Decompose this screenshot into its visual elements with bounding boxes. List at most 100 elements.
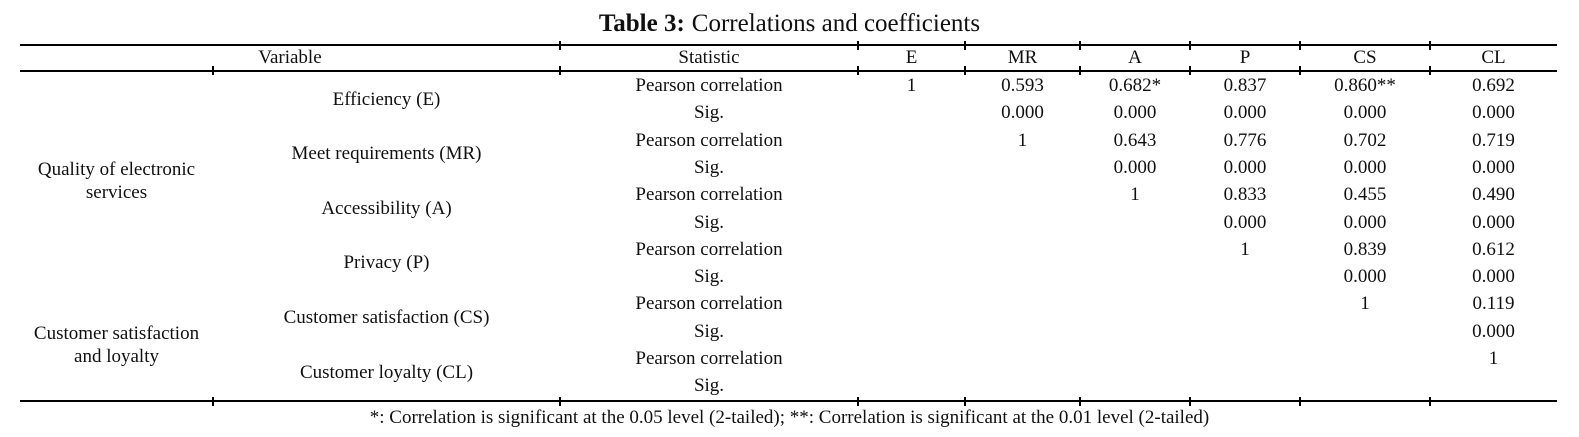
value-cell	[1080, 372, 1190, 401]
column-divider-tick	[559, 41, 561, 50]
value-cell: 0.000	[1343, 102, 1387, 124]
value-cell	[1430, 372, 1557, 401]
column-divider-tick	[857, 41, 859, 50]
header-variable: Variable	[258, 47, 322, 69]
value-cell: 0.000	[1472, 156, 1515, 178]
table-body: Quality of electronic services Efficiency…	[20, 71, 1557, 401]
value-cell	[965, 372, 1080, 401]
statistic-cell: Pearson correlation	[635, 184, 783, 206]
value-cell: 0.000	[1472, 320, 1515, 342]
header-col-cs: CS	[1353, 47, 1377, 69]
statistic-cell: Pearson correlation	[635, 74, 783, 96]
value-cell	[965, 291, 1080, 318]
variable-cell: Customer satisfaction (CS)	[283, 307, 490, 329]
table-row: Privacy (P) Pearson correlation 1 0.839 0.61…	[20, 236, 1557, 274]
value-cell: 0.000	[1472, 211, 1515, 233]
value-cell: 1	[906, 74, 917, 96]
group-label: Quality of electronic services	[37, 158, 196, 204]
table-row: Quality of electronic services Efficiency…	[20, 71, 1557, 203]
value-cell: 0.000	[1343, 211, 1387, 233]
value-cell: 1	[1360, 293, 1370, 315]
column-divider-tick	[964, 41, 966, 50]
value-cell	[858, 372, 965, 401]
value-cell: 0.833	[1223, 184, 1267, 206]
value-cell: 0.000	[1343, 266, 1387, 288]
column-divider-tick	[1189, 41, 1191, 50]
value-cell	[1190, 372, 1300, 401]
column-divider-tick	[1299, 41, 1301, 50]
variable-cell: Privacy (P)	[343, 252, 430, 274]
value-cell	[1080, 209, 1190, 236]
statistic-cell: Pearson correlation	[635, 348, 783, 369]
table-row: Sig. 0.000	[20, 318, 1557, 345]
value-cell	[965, 181, 1080, 208]
value-cell	[1190, 291, 1300, 318]
value-cell	[1080, 236, 1190, 263]
value-cell: 0.119	[1472, 293, 1515, 315]
value-cell: 1	[1240, 238, 1250, 260]
value-cell: 0.000	[1343, 156, 1387, 178]
value-cell	[1300, 372, 1430, 401]
table-row: Sig.	[20, 372, 1557, 401]
table-title-text: Correlations and coefficients	[691, 10, 981, 37]
column-divider-tick	[964, 66, 966, 75]
value-cell	[858, 345, 965, 372]
variable-cell: Accessibility (A)	[321, 197, 452, 219]
column-divider-tick	[857, 397, 859, 406]
value-cell	[1080, 291, 1190, 318]
value-cell: 0.000	[1113, 102, 1157, 124]
table-footnote: *: Correlation is significant at the 0.0…	[369, 407, 1210, 428]
column-divider-tick	[1189, 397, 1191, 406]
value-cell	[858, 291, 965, 318]
value-cell	[858, 154, 965, 181]
table-row: Sig. 0.000 0.000 0.000	[20, 209, 1557, 236]
column-divider-tick	[1299, 397, 1301, 406]
header-statistic: Statistic	[678, 47, 740, 69]
value-cell	[858, 318, 965, 345]
value-cell	[1190, 318, 1300, 345]
value-cell	[858, 181, 965, 208]
value-cell	[965, 154, 1080, 181]
value-cell: 1	[1488, 348, 1499, 369]
header-row: Variable Statistic E MR A P CS CL	[20, 45, 1557, 71]
column-divider-tick	[1429, 397, 1431, 406]
value-cell: 1	[1130, 184, 1140, 206]
value-cell: 0.612	[1472, 238, 1515, 260]
table-row: Sig. 0.000 0.000 0.000 0.000 0.000	[20, 99, 1557, 126]
value-cell: 0.719	[1472, 129, 1515, 151]
value-cell: 0.776	[1223, 129, 1267, 151]
column-divider-tick	[1299, 66, 1301, 75]
value-cell	[965, 345, 1080, 372]
statistic-cell: Sig.	[693, 375, 725, 397]
table-title-number: Table 3:	[598, 10, 685, 37]
value-cell	[1080, 263, 1190, 290]
value-cell: 0.682*	[1108, 74, 1162, 96]
value-cell: 0.643	[1113, 129, 1157, 151]
statistic-cell: Sig.	[693, 156, 725, 178]
column-divider-tick	[212, 66, 214, 75]
column-divider-tick	[964, 397, 966, 406]
statistic-cell: Pearson correlation	[635, 238, 783, 260]
column-divider-tick	[1429, 41, 1431, 50]
variable-cell: Efficiency (E)	[332, 88, 441, 110]
value-cell: 0.000	[1001, 102, 1044, 124]
column-divider-tick	[1079, 66, 1081, 75]
column-divider-tick	[1189, 66, 1191, 75]
column-divider-tick	[212, 397, 214, 406]
statistic-cell: Sig.	[693, 211, 725, 233]
table-wrapper: Variable Statistic E MR A P CS CL Qualit…	[20, 41, 1557, 406]
variable-cell: Customer loyalty (CL)	[299, 361, 474, 383]
column-divider-tick	[1079, 41, 1081, 50]
table-title: Table 3: Correlations and coefficients	[0, 9, 1579, 39]
value-cell: 0.000	[1223, 102, 1267, 124]
column-divider-tick	[1429, 66, 1431, 75]
table-row: Sig. 0.000 0.000 0.000 0.000	[20, 154, 1557, 181]
value-cell	[965, 209, 1080, 236]
statistic-cell: Sig.	[693, 320, 725, 342]
group-cell: Quality of electronic services	[20, 71, 213, 291]
value-cell	[1190, 345, 1300, 372]
value-cell: 0.839	[1343, 238, 1387, 260]
value-cell: 0.000	[1223, 156, 1267, 178]
value-cell: 0.702	[1343, 129, 1387, 151]
header-col-a: A	[1128, 47, 1142, 69]
